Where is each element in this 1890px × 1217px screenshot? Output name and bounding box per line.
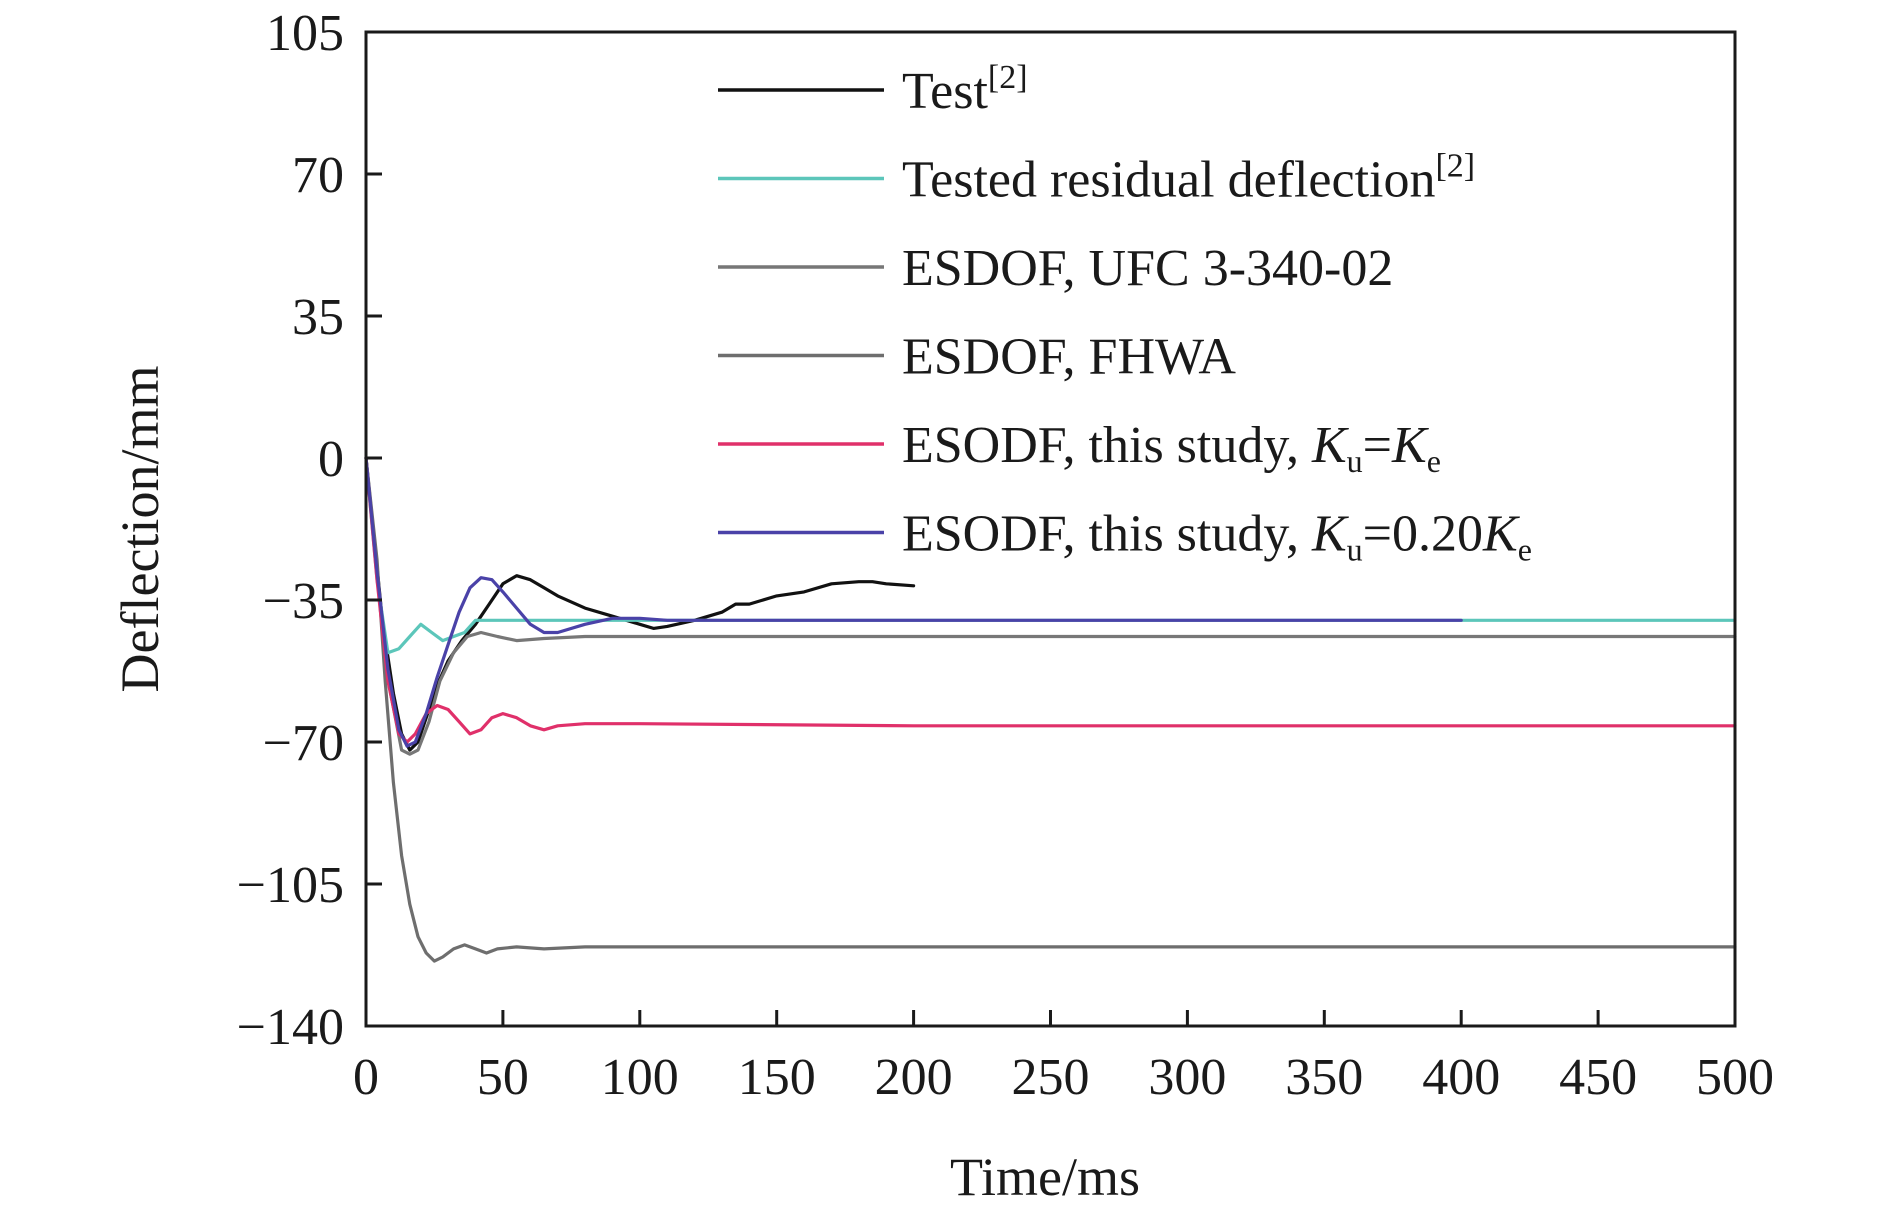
x-tick-label: 200 xyxy=(875,1049,953,1106)
legend-label-tested-residual: Tested residual deflection[2] xyxy=(902,148,1475,209)
series-line-esodf-ke xyxy=(364,456,1737,744)
x-tick-label: 450 xyxy=(1559,1049,1637,1106)
series-line-esdof-ufc xyxy=(364,456,1737,756)
x-tick-label: 500 xyxy=(1696,1049,1774,1106)
series-line-esdof-fhwa xyxy=(364,456,1737,963)
legend-label-test: Test[2] xyxy=(902,59,1028,120)
legend-label-esodf-ke: ESODF, this study, Ku=Ke xyxy=(902,417,1441,479)
y-tick-label: −70 xyxy=(263,715,344,772)
y-axis-title: Deflection/mm xyxy=(110,366,170,693)
x-axis-title: Time/ms xyxy=(950,1147,1140,1207)
x-tick-label: 350 xyxy=(1285,1049,1363,1106)
series-layer xyxy=(364,456,1737,963)
x-tick-label: 0 xyxy=(353,1049,379,1106)
legend-label-esdof-fhwa: ESDOF, FHWA xyxy=(902,329,1236,386)
series-line-test xyxy=(364,456,916,752)
y-tick-label: −140 xyxy=(237,999,344,1056)
series-line-tested-residual xyxy=(364,456,1737,655)
y-tick-label: 105 xyxy=(266,5,344,62)
legend-label-esdof-ufc: ESDOF, UFC 3-340-02 xyxy=(902,240,1393,297)
y-tick-label: 35 xyxy=(292,289,344,346)
y-tick-label: −105 xyxy=(237,857,344,914)
x-tick-label: 250 xyxy=(1012,1049,1090,1106)
series-line-esodf-020ke xyxy=(364,456,1463,748)
y-tick-labels: 105 70 35 0 −35 −70 −105 −140 xyxy=(237,5,344,1056)
y-tick-label: −35 xyxy=(263,573,344,630)
x-ticks xyxy=(501,1010,1600,1026)
y-tick-label: 70 xyxy=(292,147,344,204)
x-tick-label: 150 xyxy=(738,1049,816,1106)
x-tick-label: 50 xyxy=(477,1049,529,1106)
x-tick-label: 100 xyxy=(601,1049,679,1106)
y-ticks xyxy=(366,172,382,886)
legend-label-esodf-020ke: ESODF, this study, Ku=0.20Ke xyxy=(902,506,1532,568)
x-tick-label: 400 xyxy=(1422,1049,1500,1106)
y-tick-label: 0 xyxy=(318,431,344,488)
legend: Test[2] Tested residual deflection[2] ESDO… xyxy=(718,59,1532,568)
x-tick-label: 300 xyxy=(1148,1049,1226,1106)
x-tick-labels: 0 50 100 150 200 250 300 350 400 450 500 xyxy=(353,1049,1774,1106)
